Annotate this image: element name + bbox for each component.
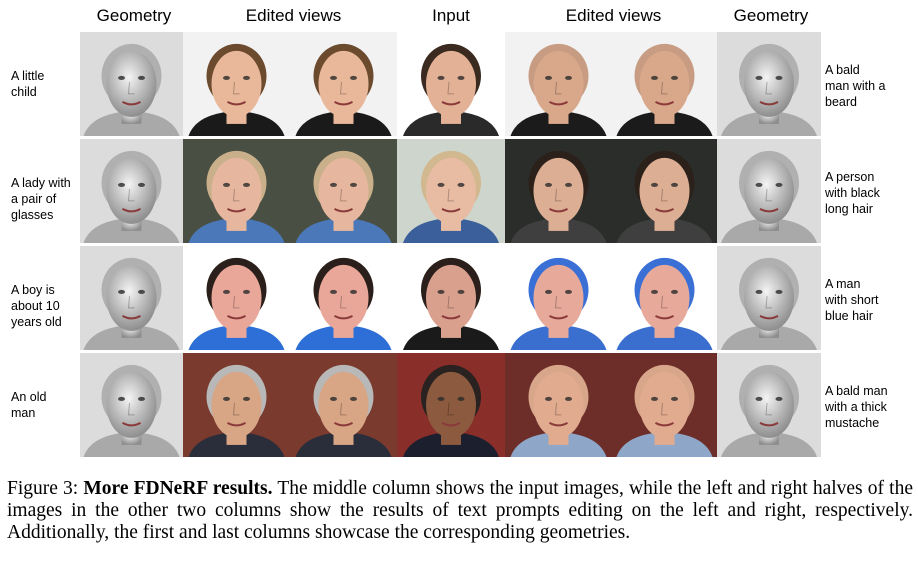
- photo-edited-left-2: [290, 32, 397, 136]
- photo-edited-right-2: [612, 246, 717, 350]
- prompt-right: A man with short blue hair: [825, 277, 879, 323]
- photo-edited-right-2: [612, 32, 717, 136]
- header-geometry-left: Geometry: [96, 6, 172, 25]
- photo-input: [397, 139, 505, 243]
- prompt-left: A little child: [11, 69, 45, 99]
- photo-edited-left-1: [183, 246, 290, 350]
- prompt-right: A bald man with a thick mustache: [825, 384, 888, 430]
- photo-edited-right-1: [505, 32, 612, 136]
- photo-edited-right-1: [505, 139, 612, 243]
- photo-geometry-right: [717, 139, 821, 243]
- photo-geometry-left: [80, 32, 183, 136]
- photo-geometry-left: [80, 353, 183, 457]
- photo-geometry-right: [717, 246, 821, 350]
- prompt-right: A bald man with a beard: [825, 63, 886, 109]
- photo-edited-left-2: [290, 139, 397, 243]
- photo-edited-left-1: [183, 139, 290, 243]
- photo-geometry-left: [80, 246, 183, 350]
- photo-edited-right-1: [505, 246, 612, 350]
- prompt-right: A person with black long hair: [825, 170, 880, 216]
- header-edited-views-left: Edited views: [245, 6, 342, 25]
- header-geometry-right: Geometry: [733, 6, 809, 25]
- photo-edited-left-2: [290, 246, 397, 350]
- prompt-left: An old man: [11, 390, 47, 420]
- photo-geometry-right: [717, 353, 821, 457]
- photo-edited-right-2: [612, 139, 717, 243]
- caption-text: The middle column shows the input images…: [7, 478, 913, 543]
- caption-title: More FDNeRF results.: [83, 478, 273, 499]
- caption-label: Figure 3:: [7, 478, 84, 499]
- photo-edited-left-1: [183, 353, 290, 457]
- photo-edited-left-1: [183, 32, 290, 136]
- header-input: Input: [432, 6, 470, 25]
- photo-edited-right-1: [505, 353, 612, 457]
- prompt-left: A lady with a pair of glasses: [11, 176, 71, 222]
- photo-input: [397, 32, 505, 136]
- figure-caption: Figure 3: More FDNeRF results. The middl…: [7, 478, 913, 544]
- photo-edited-right-2: [612, 353, 717, 457]
- photo-input: [397, 246, 505, 350]
- prompt-left: A boy is about 10 years old: [11, 283, 62, 329]
- photo-geometry-right: [717, 32, 821, 136]
- header-edited-views-right: Edited views: [565, 6, 662, 25]
- photo-edited-left-2: [290, 353, 397, 457]
- photo-input: [397, 353, 505, 457]
- photo-geometry-left: [80, 139, 183, 243]
